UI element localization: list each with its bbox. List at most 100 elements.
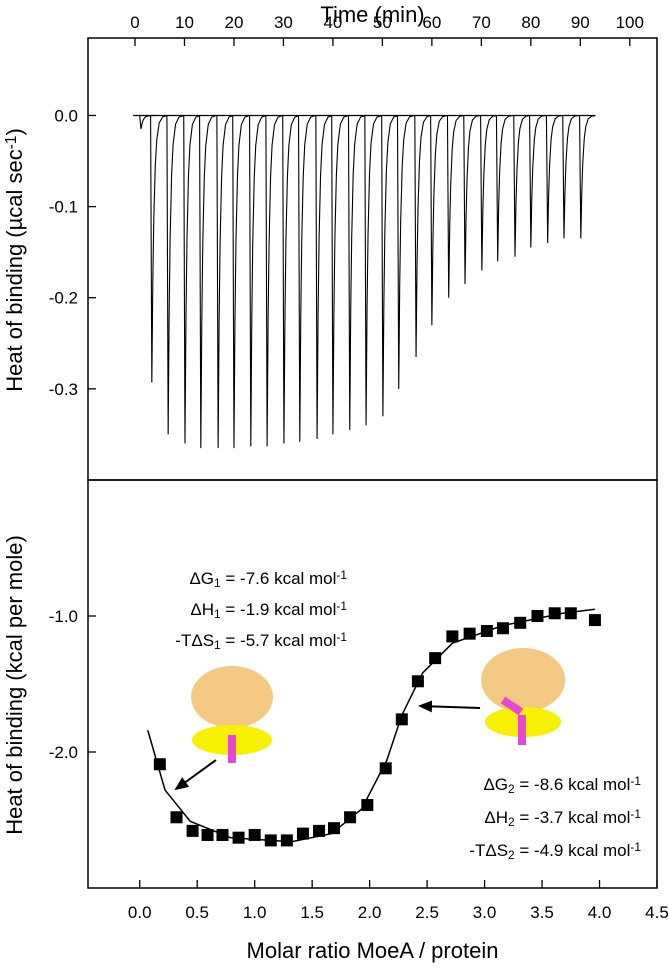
annotation: -TΔS1 = -5.7 kcal mol-1 (175, 630, 347, 652)
y-tick-label: -0.3 (49, 380, 78, 399)
arrow (174, 759, 217, 791)
cartoon-right (481, 648, 565, 745)
x-tick-label: 10 (175, 13, 194, 32)
annotation-part: = -3.7 kcal mol (515, 808, 631, 827)
thermogram-peak (199, 115, 216, 449)
thermogram-peak (414, 115, 432, 357)
data-point (280, 834, 293, 847)
x-tick-label: 1.0 (243, 903, 267, 922)
fit-curve (147, 608, 596, 843)
annotation-part: ΔG (483, 775, 508, 794)
x-axis-title: Time (min) (320, 2, 424, 27)
thermogram-peak (513, 115, 530, 257)
y-axis-title-part: ) (2, 128, 27, 135)
annotation-part: 2 (508, 815, 515, 829)
annotation: ΔH1 = -1.9 kcal mol-1 (190, 599, 347, 621)
thermogram-peak (331, 115, 348, 435)
top-frame (87, 37, 658, 481)
x-tick-label: 40 (323, 13, 342, 32)
thermogram-peak (216, 115, 234, 449)
annotation-part: ΔG (189, 569, 214, 588)
annotation-part: 2 (508, 782, 515, 796)
y-tick-label: 0.0 (54, 106, 78, 125)
annotation-part: ΔH (484, 808, 508, 827)
data-point (429, 652, 442, 665)
x-tick-label: 30 (274, 13, 293, 32)
data-point (446, 630, 459, 643)
data-point (327, 822, 340, 835)
y-tick-label: -0.2 (49, 289, 78, 308)
thermogram-peak (364, 115, 382, 426)
data-point (514, 616, 527, 629)
x-tick-label: 4.5 (645, 903, 669, 922)
x-axis-title: Molar ratio MoeA / protein (247, 938, 499, 963)
x-tick-label: 50 (373, 13, 392, 32)
y-tick-label: -2.0 (49, 743, 78, 762)
annotation-part: 1 (214, 607, 221, 621)
thermogram-peak (446, 115, 464, 298)
x-tick-label: 3.0 (473, 903, 497, 922)
data-point (313, 824, 326, 837)
data-point (531, 610, 544, 622)
annotation-part: -1 (630, 807, 641, 821)
thermogram-peak (183, 115, 201, 444)
y-tick-label: -1.0 (49, 607, 78, 626)
annotation-part: -TΔS (469, 841, 508, 860)
x-tick-label: 0 (130, 13, 139, 32)
thermogram-peak (282, 115, 299, 444)
x-tick-label: 20 (224, 13, 243, 32)
data-point (564, 607, 577, 620)
thermogram-peak (297, 115, 315, 442)
thermogram-peak (545, 115, 563, 244)
thermogram-peak (529, 115, 546, 248)
y-axis-title: Heat of binding (µcal sec-1) (2, 128, 27, 392)
annotation-part: 1 (214, 576, 221, 590)
x-tick-label: 1.5 (300, 903, 324, 922)
annotation-part: -1 (336, 599, 347, 613)
thermogram-peak (381, 115, 398, 417)
data-point (588, 614, 601, 627)
annotation-part: 1 (214, 638, 221, 652)
annotation: -TΔS2 = -4.9 kcal mol-1 (469, 840, 641, 862)
x-tick-label: 60 (422, 13, 441, 32)
x-tick-label: 2.0 (358, 903, 382, 922)
data-point (201, 828, 214, 841)
x-tick-label: 2.5 (415, 903, 439, 922)
y-axis-title: Heat of binding (kcal per mole) (2, 535, 27, 835)
x-tick-label: 70 (472, 13, 491, 32)
annotation-part: = -4.9 kcal mol (515, 841, 631, 860)
thermogram-peak (166, 115, 184, 435)
x-tick-label: 100 (616, 13, 644, 32)
bottom-frame (87, 479, 658, 889)
data-point (548, 607, 561, 620)
thermogram-peak (248, 115, 266, 447)
annotation: ΔH2 = -3.7 kcal mol-1 (484, 807, 641, 829)
thermogram-peak (265, 115, 283, 447)
annotation-part: -1 (630, 840, 641, 854)
x-tick-label: 80 (521, 13, 540, 32)
annotation-part: 2 (508, 848, 515, 862)
annotation-part: -1 (630, 774, 641, 788)
annotation-part: ΔH (190, 600, 214, 619)
y-axis-title-part: Heat of binding (µcal sec (2, 149, 27, 392)
thermogram-peak (562, 115, 579, 239)
thermogram-peak (150, 115, 167, 383)
y-tick-label: -0.1 (49, 198, 78, 217)
data-point (361, 799, 374, 812)
thermogram-peak (430, 115, 447, 326)
annotation-part: = -5.7 kcal mol (221, 631, 337, 650)
x-tick-label: 0.5 (185, 903, 209, 922)
x-tick-label: 3.5 (530, 903, 554, 922)
cartoon-left (191, 666, 273, 763)
data-point (170, 811, 183, 824)
data-point (379, 762, 392, 775)
thermogram-peak (463, 115, 480, 285)
annotation-part: -1 (336, 630, 347, 644)
thermogram-peak (396, 115, 414, 389)
arrow (418, 700, 481, 713)
thermogram-peak (495, 115, 513, 262)
annotation-part: = -8.6 kcal mol (515, 775, 631, 794)
annotation-part: -1 (336, 568, 347, 582)
